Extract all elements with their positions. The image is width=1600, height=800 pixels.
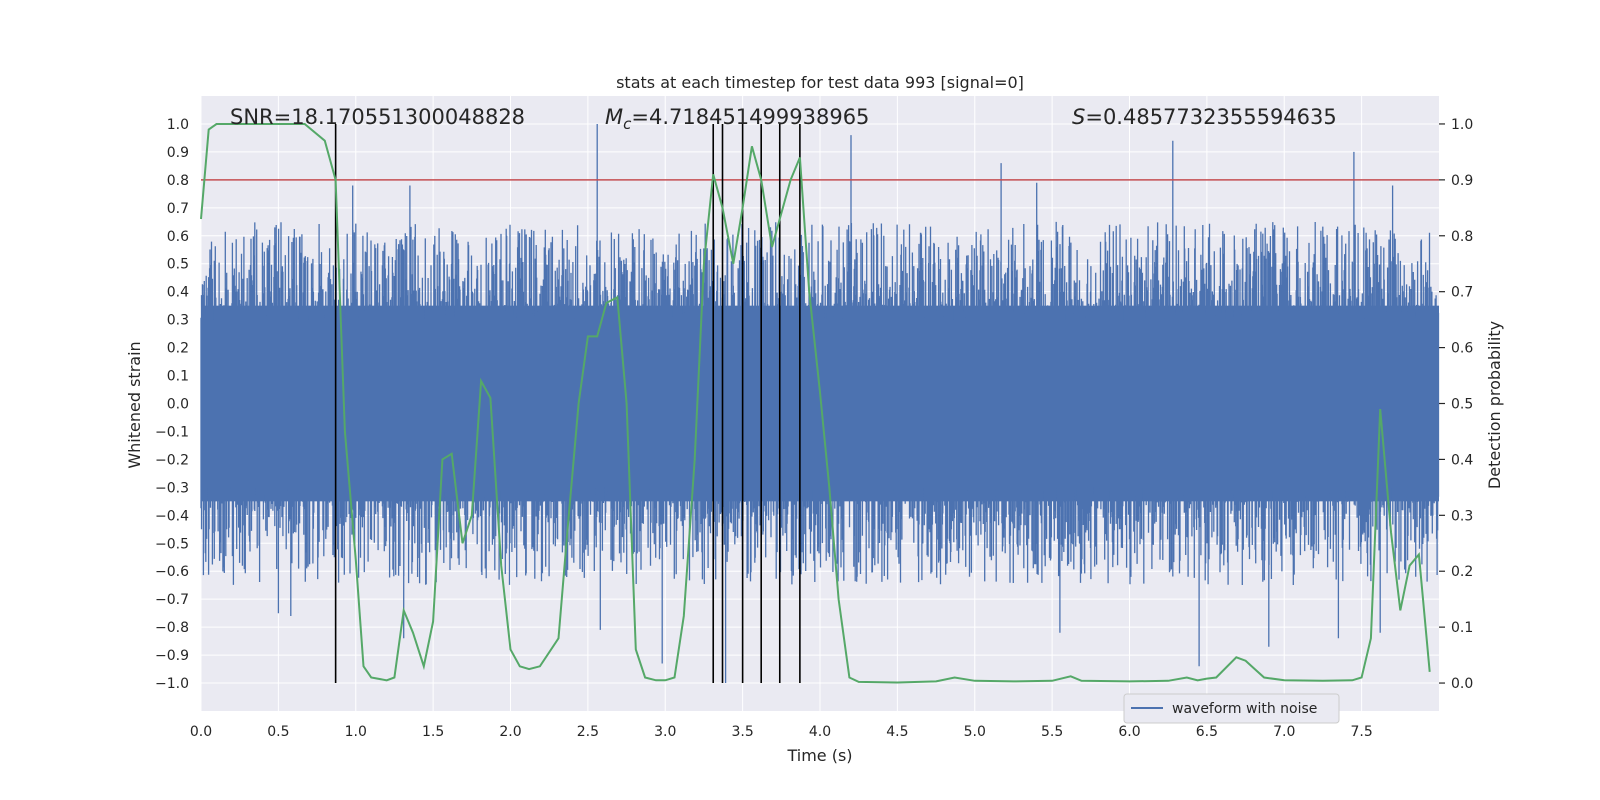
left-y-tick-label: −0.1 — [155, 424, 189, 440]
waveform-trace — [200, 124, 1440, 683]
left-y-tick-label: 0.1 — [167, 369, 189, 385]
x-tick-label: 0.5 — [267, 724, 289, 740]
right-y-tick-label: 0.1 — [1451, 620, 1473, 636]
x-tick-label: 3.0 — [654, 724, 676, 740]
chirp-mass-subscript: c — [623, 115, 632, 133]
x-tick-label: 1.5 — [422, 724, 444, 740]
right-y-tick-label: 0.6 — [1451, 341, 1473, 357]
x-axis-label: Time (s) — [786, 746, 852, 765]
legend-box — [1123, 693, 1340, 724]
left-y-tick-label: 0.2 — [167, 341, 189, 357]
legend: waveform with noise — [1123, 693, 1340, 724]
s-annotation: S=0.4857732355594635 — [1072, 105, 1337, 129]
right-y-tick-label: 0.4 — [1451, 452, 1473, 468]
left-y-tick-label: 0.8 — [167, 173, 189, 189]
left-y-tick-label: −0.8 — [155, 620, 189, 636]
waveform-series — [200, 124, 1440, 683]
x-tick-label: 2.0 — [499, 724, 521, 740]
right-y-tick-label: 0.9 — [1451, 173, 1473, 189]
left-y-tick-label: 0.0 — [167, 397, 189, 413]
left-y-tick-label: 0.3 — [167, 313, 189, 329]
x-tick-label: 4.0 — [809, 724, 831, 740]
left-y-tick-label: −0.6 — [155, 564, 189, 580]
x-tick-label: 2.5 — [577, 724, 599, 740]
chirp-mass-annotation: Mc=4.718451499938965 — [605, 105, 869, 133]
snr-annotation: SNR=18.170551300048828 — [230, 105, 525, 129]
x-tick-label: 4.5 — [886, 724, 908, 740]
left-y-tick-label: −0.4 — [155, 508, 189, 524]
left-y-tick-label: 0.9 — [167, 145, 189, 161]
chirp-mass-symbol: M — [605, 105, 623, 129]
right-y-tick-label: 0.7 — [1451, 285, 1473, 301]
plot-area — [200, 123, 1440, 684]
left-y-tick-label: −0.3 — [155, 480, 189, 496]
right-y-tick-label: 0.2 — [1451, 564, 1473, 580]
x-tick-label: 1.0 — [345, 724, 367, 740]
right-y-tick-label: 1.0 — [1451, 117, 1473, 133]
right-y-tick-label: 0.8 — [1451, 229, 1473, 245]
x-tick-label: 6.5 — [1196, 724, 1218, 740]
x-axis-ticks: 0.0 0.5 1.0 1.5 2.0 2.5 3.0 3.5 4.0 4.5 5.0 5.5 6.0 6… — [190, 724, 1373, 740]
right-y-axis-label: Detection probability — [1485, 321, 1504, 489]
left-y-tick-label: −0.5 — [155, 536, 189, 552]
left-y-tick-label: 0.4 — [167, 285, 189, 301]
legend-label: waveform with noise — [1172, 701, 1317, 717]
left-y-tick-label: 0.7 — [167, 201, 189, 217]
x-tick-label: 7.0 — [1273, 724, 1295, 740]
right-y-tick-label: 0.0 — [1451, 676, 1473, 692]
left-y-tick-label: −0.2 — [155, 452, 189, 468]
s-value: =0.4857732355594635 — [1085, 105, 1336, 129]
right-y-tick-label: 0.3 — [1451, 508, 1473, 524]
left-y-tick-label: 0.5 — [167, 257, 189, 273]
left-y-axis-label: Whitened strain — [125, 341, 144, 468]
left-y-axis-ticks: 1.0 0.9 0.8 0.7 0.6 0.5 0.4 0.3 0.2 0.1 0.0 −0.1 −0.… — [155, 117, 189, 692]
x-tick-label: 5.5 — [1041, 724, 1063, 740]
s-symbol: S — [1072, 105, 1085, 129]
left-y-tick-label: −0.7 — [155, 592, 189, 608]
chart-title: stats at each timestep for test data 993… — [616, 73, 1024, 92]
x-tick-label: 0.0 — [190, 724, 212, 740]
left-y-tick-label: 0.6 — [167, 229, 189, 245]
left-y-tick-label: −1.0 — [155, 676, 189, 692]
x-tick-label: 6.0 — [1118, 724, 1140, 740]
right-y-axis-ticks: 1.0 0.9 0.8 0.7 0.6 0.5 0.4 0.3 0.2 0.1 0.0 — [1439, 117, 1473, 692]
x-tick-label: 7.5 — [1350, 724, 1372, 740]
x-tick-label: 3.5 — [731, 724, 753, 740]
left-y-tick-label: −0.9 — [155, 648, 189, 664]
x-tick-label: 5.0 — [964, 724, 986, 740]
left-y-tick-label: 1.0 — [167, 117, 189, 133]
chirp-mass-value: =4.718451499938965 — [631, 105, 869, 129]
right-y-tick-label: 0.5 — [1451, 397, 1473, 413]
detection-probability-line — [200, 123, 1431, 684]
